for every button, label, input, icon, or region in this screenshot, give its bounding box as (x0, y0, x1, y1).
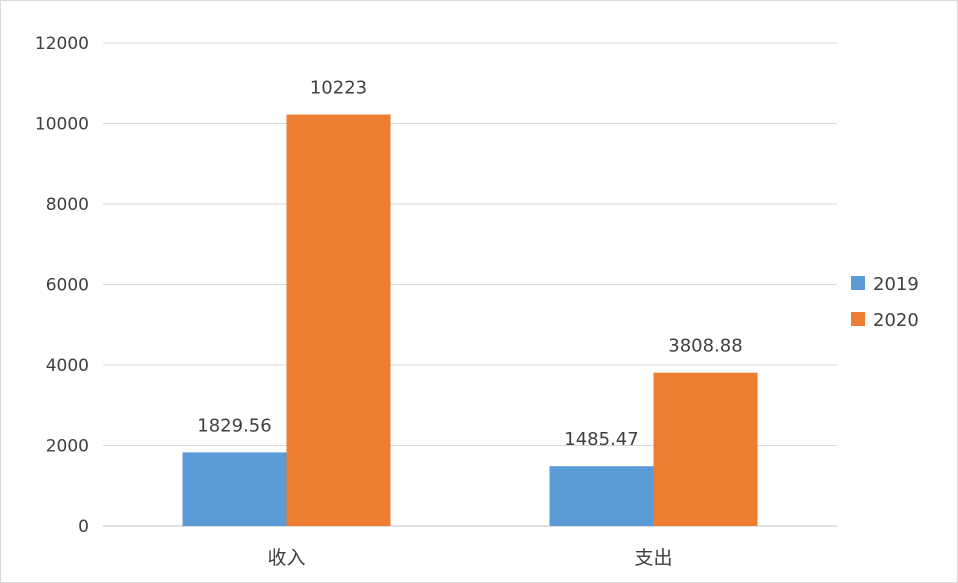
y-tick-label: 2000 (46, 437, 89, 457)
x-category-label: 支出 (634, 547, 672, 569)
y-tick-label: 12000 (35, 34, 89, 54)
data-labels: 1829.56 10223 1485.47 3808.88 (197, 78, 742, 451)
x-category-label: 收入 (267, 547, 305, 569)
legend-label: 2019 (873, 274, 919, 295)
y-axis-ticks: 0 2000 4000 6000 8000 10000 12000 (35, 34, 89, 537)
y-tick-label: 4000 (46, 356, 89, 376)
data-label: 10223 (310, 78, 367, 99)
legend-swatch (851, 276, 865, 290)
legend-swatch (851, 312, 865, 326)
y-tick-label: 6000 (46, 276, 89, 296)
data-label: 1485.47 (564, 429, 638, 450)
bar-2019-1 (549, 466, 654, 526)
data-label: 1829.56 (197, 415, 271, 436)
gridlines (103, 42, 837, 527)
data-label: 3808.88 (668, 336, 742, 357)
legend: 2019 2020 (851, 274, 919, 331)
x-axis-categories: 收入 支出 (267, 547, 672, 569)
bar-2019-0 (182, 452, 287, 526)
legend-label: 2020 (873, 310, 919, 331)
y-tick-label: 10000 (35, 115, 89, 135)
bar-2020-0 (286, 114, 391, 527)
bars (182, 114, 758, 527)
bar-2020-1 (653, 372, 758, 526)
y-tick-label: 0 (78, 517, 89, 537)
y-tick-label: 8000 (46, 195, 89, 215)
